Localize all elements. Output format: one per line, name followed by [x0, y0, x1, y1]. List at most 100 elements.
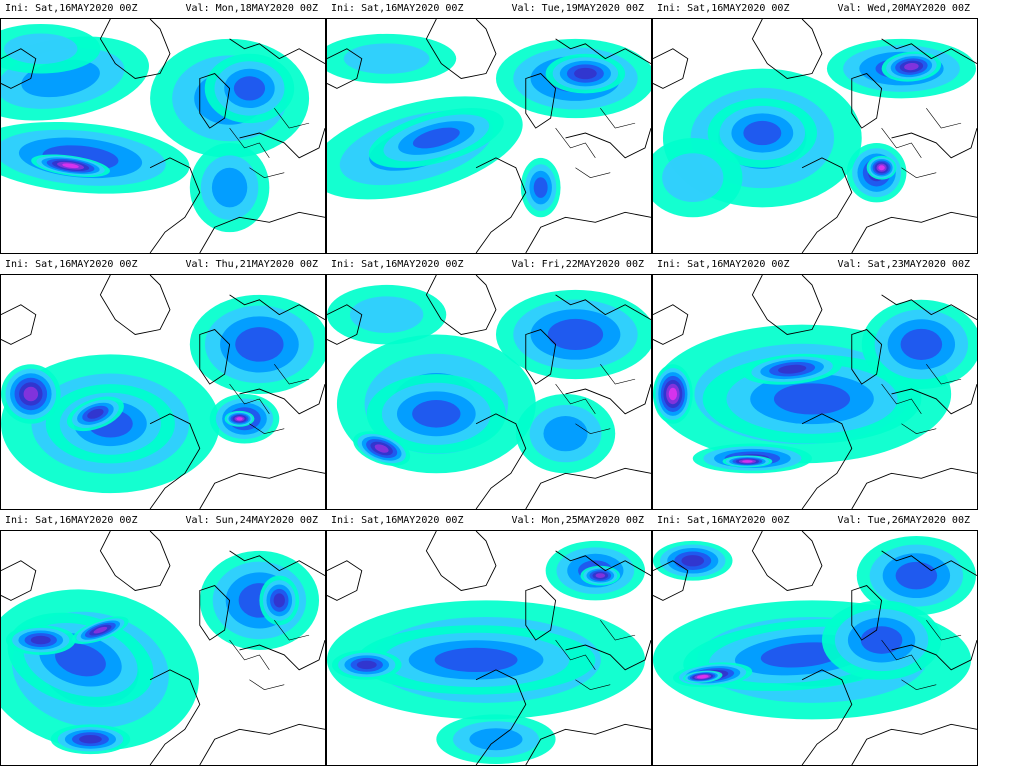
precip-contour	[904, 62, 919, 71]
shaded-field	[1, 531, 325, 765]
coastline	[229, 38, 325, 65]
precip-contour	[87, 408, 104, 419]
forecast-map	[0, 18, 326, 254]
precip-contour	[574, 67, 597, 80]
country-border	[274, 620, 310, 641]
coastline	[555, 294, 651, 321]
init-time: Ini: Sat,16MAY2020 00Z	[331, 515, 464, 526]
precip-contour	[4, 33, 78, 65]
country-border	[901, 167, 937, 178]
shaded-field	[327, 531, 651, 765]
map-panel-8: Ini: Sat,16MAY2020 00Z Val: Mon,25MAY202…	[326, 512, 652, 768]
coastline	[149, 413, 201, 509]
country-border	[555, 383, 596, 414]
coastline	[891, 639, 977, 671]
valid-time: Val: Fri,22MAY2020 00Z	[511, 259, 644, 270]
coastline	[149, 669, 201, 765]
panel-header: Ini: Sat,16MAY2020 00Z Val: Sun,24MAY202…	[0, 512, 326, 530]
panel-header: Ini: Sat,16MAY2020 00Z Val: Mon,18MAY202…	[0, 0, 326, 18]
precip-contour	[55, 643, 106, 677]
forecast-map	[652, 18, 978, 254]
precip-contour	[895, 561, 938, 590]
coastline	[751, 531, 823, 591]
coastline	[881, 294, 977, 321]
country-border	[600, 620, 636, 641]
precip-contour	[349, 296, 424, 334]
forecast-map	[0, 274, 326, 510]
precip-contour	[681, 555, 705, 567]
coastline	[475, 669, 527, 765]
country-border	[901, 679, 937, 690]
coastline	[525, 467, 651, 509]
shaded-field	[653, 275, 977, 509]
init-time: Ini: Sat,16MAY2020 00Z	[331, 3, 464, 14]
map-panel-4: Ini: Sat,16MAY2020 00Z Val: Thu,21MAY202…	[0, 256, 326, 512]
country-border	[575, 679, 611, 690]
coastline	[525, 73, 557, 129]
country-border	[926, 364, 962, 385]
valid-time: Val: Tue,19MAY2020 00Z	[511, 3, 644, 14]
shaded-field	[653, 19, 977, 253]
coastline	[851, 467, 977, 509]
country-border	[229, 639, 270, 670]
forecast-map	[652, 274, 978, 510]
precip-contour	[412, 127, 460, 149]
precip-contour	[79, 734, 102, 744]
coastline	[801, 669, 853, 765]
coastline	[555, 550, 651, 577]
init-time: Ini: Sat,16MAY2020 00Z	[657, 259, 790, 270]
coastline	[199, 211, 325, 253]
coastline	[425, 275, 497, 335]
precip-contour	[236, 417, 243, 421]
country-border	[600, 364, 636, 385]
country-border	[229, 127, 270, 158]
map-panel-3: Ini: Sat,16MAY2020 00Z Val: Wed,20MAY202…	[652, 0, 978, 256]
forecast-map	[0, 530, 326, 766]
precip-contour	[699, 675, 707, 678]
panel-header: Ini: Sat,16MAY2020 00Z Val: Tue,26MAY202…	[652, 512, 978, 530]
coastline	[229, 294, 325, 321]
country-border	[249, 167, 285, 178]
valid-time: Val: Mon,25MAY2020 00Z	[511, 515, 644, 526]
coastline	[525, 585, 557, 641]
coastline	[891, 383, 977, 415]
coastline	[653, 48, 689, 89]
country-border	[901, 423, 937, 434]
country-border	[555, 639, 596, 670]
coastline	[425, 19, 497, 79]
coastline	[475, 413, 527, 509]
coastline	[565, 639, 651, 671]
valid-time: Val: Sat,23MAY2020 00Z	[837, 259, 970, 270]
coastline	[851, 211, 977, 253]
coastline	[881, 38, 977, 65]
precip-contour	[743, 120, 782, 146]
panel-header: Ini: Sat,16MAY2020 00Z Val: Fri,22MAY202…	[326, 256, 652, 274]
coastline	[851, 329, 883, 385]
coastline	[327, 560, 363, 601]
coastline	[239, 639, 325, 671]
country-border	[600, 108, 636, 129]
map-panel-2: Ini: Sat,16MAY2020 00Z Val: Tue,19MAY202…	[326, 0, 652, 256]
coastline	[199, 723, 325, 765]
precip-contour	[356, 660, 377, 670]
precip-contour	[533, 177, 548, 198]
coastline	[1, 48, 37, 89]
country-border	[881, 127, 922, 158]
precip-contour	[23, 386, 39, 402]
country-border	[274, 108, 310, 129]
init-time: Ini: Sat,16MAY2020 00Z	[657, 515, 790, 526]
precip-contour	[233, 76, 266, 101]
shaded-field	[327, 19, 651, 253]
coastline	[475, 157, 527, 253]
coastline	[751, 19, 823, 79]
shaded-field	[1, 275, 325, 509]
coastline	[525, 723, 651, 765]
precip-contour	[273, 593, 285, 608]
country-border	[249, 679, 285, 690]
country-border	[881, 639, 922, 670]
country-border	[881, 383, 922, 414]
init-time: Ini: Sat,16MAY2020 00Z	[5, 259, 138, 270]
coastline	[751, 275, 823, 335]
country-border	[575, 423, 611, 434]
coastline	[653, 560, 689, 601]
